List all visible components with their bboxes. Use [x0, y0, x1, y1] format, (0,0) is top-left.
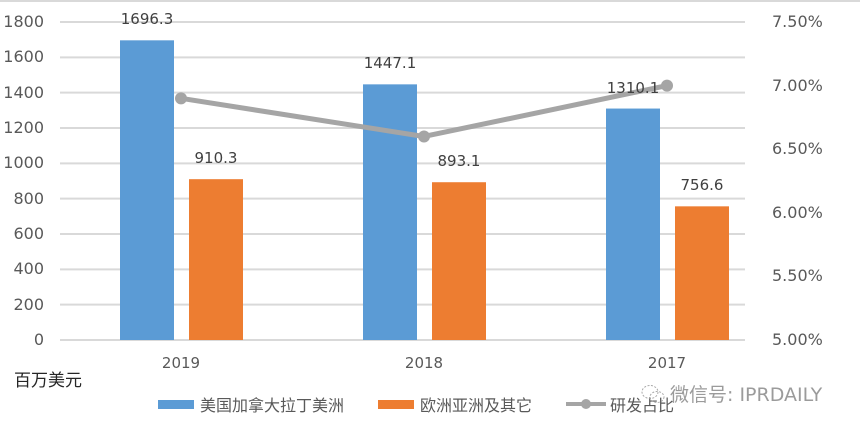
legend-swatch-orange [378, 399, 415, 409]
wechat-icon [641, 384, 665, 403]
bar-europe-asia [432, 182, 486, 340]
line-marker [175, 92, 187, 105]
legend-item-europe-asia: 欧洲亚洲及其它 [378, 392, 532, 416]
legend-item-americas: 美国加拿大拉丁美洲 [158, 392, 344, 416]
y-tick-label: 400 [13, 259, 44, 279]
y2-tick-label: 7.50% [772, 12, 823, 31]
y-tick-label: 1800 [3, 12, 44, 31]
legend-label: 研发占比 [610, 396, 675, 415]
bar-americas [606, 108, 660, 340]
y2-tick-label: 6.00% [772, 202, 823, 222]
bar-europe-asia [189, 179, 243, 340]
legend-swatch-blue [158, 399, 194, 409]
y-tick-label: 0 [33, 330, 44, 349]
x-tick-label: 2017 [647, 354, 687, 372]
bar-value-label: 1447.1 [363, 54, 417, 73]
chart-legend: 美国加拿大拉丁美洲 欧洲亚洲及其它 研发占比 [158, 392, 708, 416]
y2-tick-label: 5.00% [772, 330, 823, 349]
y-tick-label: 600 [13, 224, 44, 243]
y-tick-label: 1000 [3, 153, 44, 173]
y-tick-label: 1400 [3, 82, 44, 102]
y2-tick-label: 5.50% [772, 266, 823, 286]
x-tick-label: 2019 [161, 354, 201, 372]
legend-line-marker-icon [566, 399, 607, 409]
line-marker [661, 79, 673, 92]
bar-americas [120, 40, 174, 340]
bar-europe-asia [675, 206, 729, 340]
bar-value-label: 1696.3 [120, 10, 174, 29]
bar-value-label: 1310.1 [606, 78, 660, 97]
bar-value-label: 893.1 [437, 152, 481, 171]
y-tick-label: 1600 [3, 47, 44, 67]
line-marker [418, 130, 430, 143]
y-tick-label: 800 [13, 188, 44, 208]
legend-label: 欧洲亚洲及其它 [420, 396, 533, 415]
watermark-text: 微信号: IPRDAILY [670, 384, 823, 406]
top-border [0, 0, 860, 2]
watermark: 微信号: IPRDAILY [640, 380, 822, 407]
y-axis-unit-label: 百万美元 [14, 371, 82, 391]
bar-value-label: 756.6 [680, 176, 724, 195]
legend-label: 美国加拿大拉丁美洲 [200, 396, 345, 415]
legend-item-rd-ratio: 研发占比 [566, 392, 674, 416]
y2-tick-label: 6.50% [772, 139, 823, 159]
y-tick-label: 200 [13, 294, 44, 314]
x-tick-label: 2018 [404, 354, 444, 372]
bar-value-label: 910.3 [194, 149, 238, 168]
bar-americas [363, 84, 417, 340]
y2-tick-label: 7.00% [772, 75, 823, 95]
y-tick-label: 1200 [3, 118, 44, 137]
